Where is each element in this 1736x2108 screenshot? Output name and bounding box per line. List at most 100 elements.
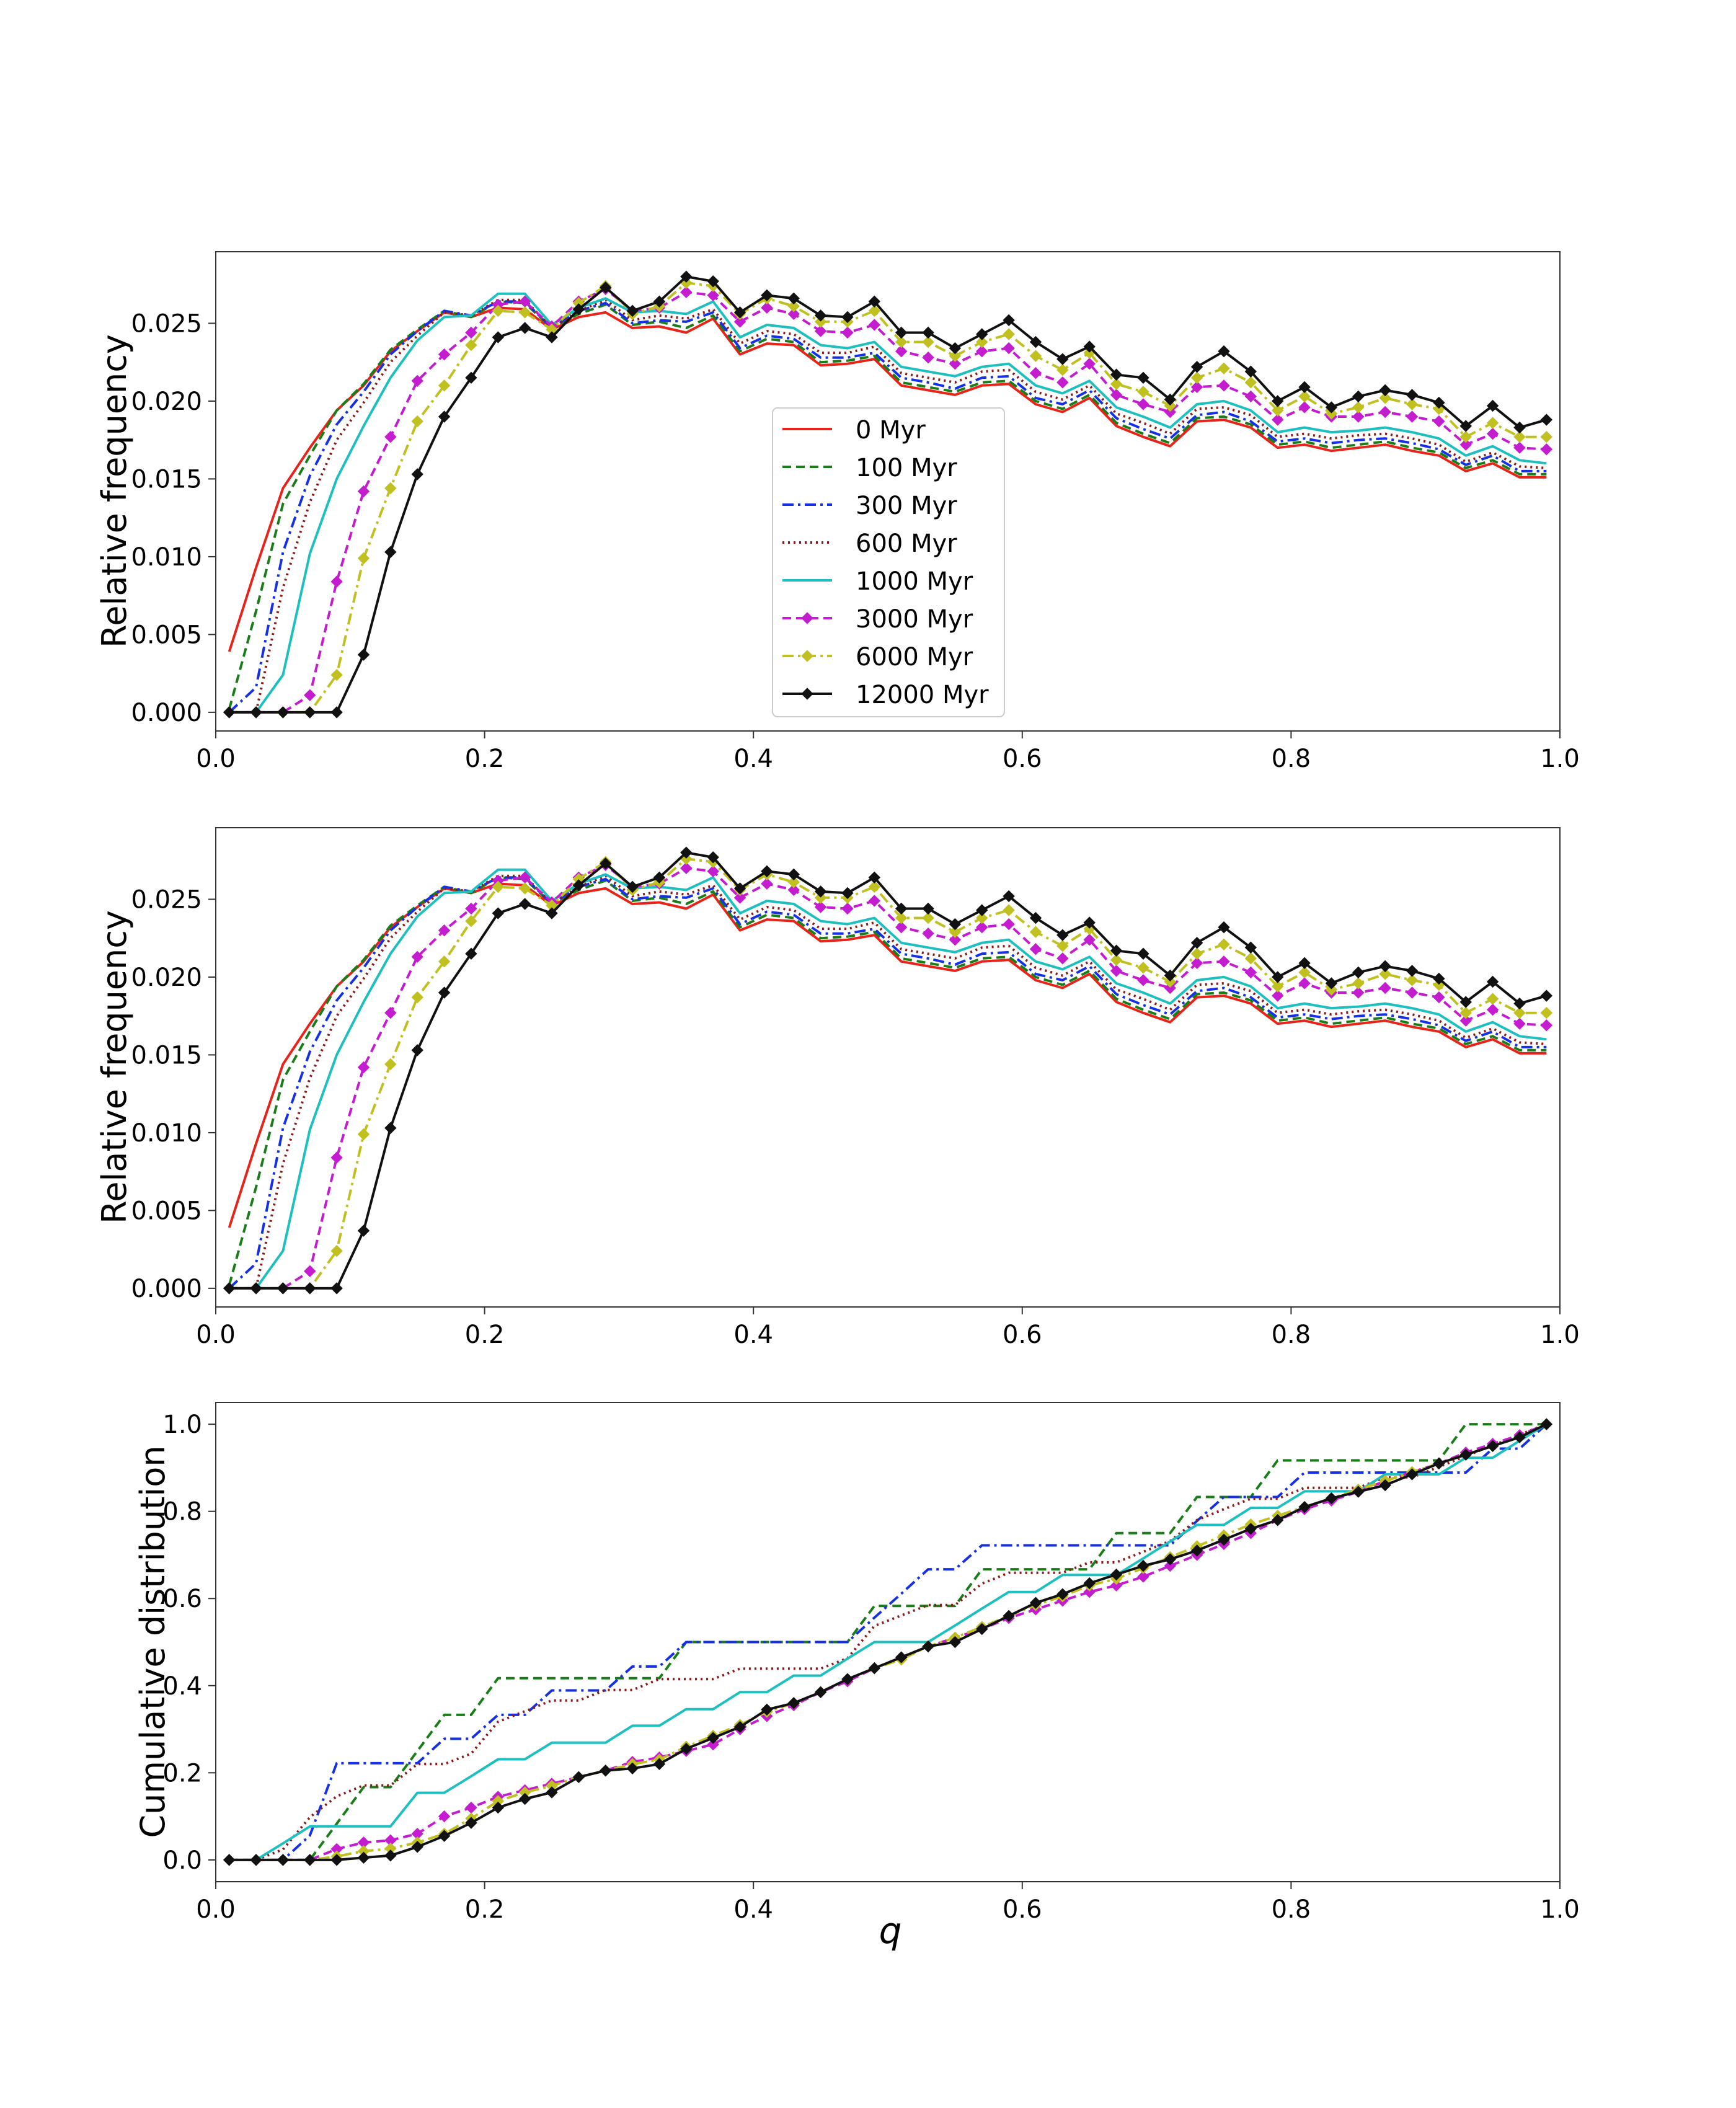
data-point xyxy=(841,887,854,900)
data-point xyxy=(1056,929,1069,941)
data-point xyxy=(465,1801,477,1814)
data-point xyxy=(1379,981,1391,994)
data-point xyxy=(1513,430,1526,443)
data-point xyxy=(1433,1457,1445,1470)
data-point xyxy=(1513,1006,1526,1019)
data-point xyxy=(1164,969,1176,982)
data-point xyxy=(787,868,800,880)
data-point xyxy=(1110,368,1123,381)
data-point xyxy=(304,706,316,719)
plot-frame xyxy=(215,251,1561,732)
data-point xyxy=(1003,328,1015,340)
data-point xyxy=(1244,365,1257,378)
series-line-1000-myr xyxy=(229,292,1547,714)
x-tick-label: 1.0 xyxy=(1540,1895,1580,1924)
data-point xyxy=(1486,399,1499,412)
legend-item: 100 Myr xyxy=(782,454,957,482)
data-point xyxy=(411,950,423,963)
data-point xyxy=(1272,1514,1284,1526)
data-point xyxy=(1325,1492,1338,1505)
y-tick-label: 0.020 xyxy=(131,388,202,416)
data-point xyxy=(814,885,827,898)
legend-item: 3000 Myr xyxy=(782,605,973,634)
series-line-6000-myr xyxy=(229,281,1547,714)
data-point xyxy=(250,706,262,719)
data-point xyxy=(976,921,988,934)
data-point xyxy=(330,668,343,681)
data-point xyxy=(1244,966,1257,979)
data-point xyxy=(438,348,451,361)
series-line-1000-myr xyxy=(229,868,1547,1290)
data-point xyxy=(277,706,290,719)
data-point xyxy=(1298,966,1311,979)
data-point xyxy=(384,1058,397,1071)
series-line-0-myr xyxy=(228,882,1547,1228)
data-point xyxy=(733,306,746,319)
data-point xyxy=(411,468,423,480)
series-line-100-myr xyxy=(229,1423,1547,1861)
legend-item: 300 Myr xyxy=(782,492,957,520)
data-point xyxy=(680,270,693,283)
legend-item: 600 Myr xyxy=(782,529,957,558)
data-point xyxy=(438,1830,451,1842)
data-point xyxy=(1513,421,1526,434)
data-point xyxy=(1190,947,1203,960)
legend-label: 300 Myr xyxy=(856,492,957,520)
data-point xyxy=(1379,405,1391,418)
data-point xyxy=(1459,996,1472,1008)
data-point xyxy=(680,846,693,859)
data-point xyxy=(304,1265,316,1277)
data-point xyxy=(1379,384,1391,397)
data-point xyxy=(976,335,988,348)
data-point xyxy=(1110,965,1123,977)
data-point xyxy=(1352,977,1365,990)
data-point xyxy=(1110,389,1123,401)
data-point xyxy=(1486,975,1499,988)
data-point xyxy=(868,1662,881,1675)
data-point xyxy=(465,947,477,960)
data-point xyxy=(384,546,397,559)
series-group xyxy=(223,846,1553,1295)
data-point xyxy=(518,306,531,319)
data-point xyxy=(733,316,746,328)
data-point xyxy=(1272,414,1284,426)
data-point xyxy=(546,1786,558,1799)
data-point xyxy=(1056,952,1069,965)
data-point xyxy=(438,955,451,968)
series-group xyxy=(223,270,1553,719)
legend-label: 12000 Myr xyxy=(856,681,989,709)
data-point xyxy=(438,1810,451,1823)
data-point xyxy=(1272,990,1284,1002)
y-tick-label: 0.015 xyxy=(131,1041,202,1070)
data-point xyxy=(1459,1014,1472,1027)
data-point xyxy=(277,1282,290,1295)
data-point xyxy=(384,1122,397,1135)
panel-bottom-cumulative-distribution: 0.0 0.2 0.4 0.6 0.8 1.0 0.0 0.2 0.4 0.6 0.8 1.0 Cum… xyxy=(133,1402,1580,1952)
data-point xyxy=(304,1282,316,1295)
axes: 0.0 0.2 0.4 0.6 0.8 1.0 0.000 0.005 0.010 0.015 0.… xyxy=(131,309,1579,773)
data-point xyxy=(1137,1570,1149,1583)
data-point xyxy=(330,1854,343,1866)
data-point xyxy=(1459,1448,1472,1461)
data-point xyxy=(304,1854,316,1866)
data-point xyxy=(330,575,343,588)
data-point xyxy=(1003,342,1015,355)
data-point xyxy=(438,410,451,423)
series-line-3000-myr xyxy=(229,864,1547,1290)
data-point xyxy=(1029,926,1042,938)
data-point xyxy=(1406,1468,1419,1481)
data-point xyxy=(868,295,881,308)
data-point xyxy=(357,1061,370,1074)
data-point xyxy=(1352,966,1365,979)
data-point xyxy=(787,300,800,312)
data-point xyxy=(1056,364,1069,376)
y-tick-label: 0.2 xyxy=(162,1759,202,1787)
axes: 0.0 0.2 0.4 0.6 0.8 1.0 0.000 0.005 0.010 0.015 0.… xyxy=(131,885,1579,1349)
data-point xyxy=(1110,378,1123,391)
x-axis-label: q xyxy=(879,1910,902,1952)
data-point xyxy=(357,1128,370,1141)
data-point xyxy=(1110,954,1123,967)
data-point xyxy=(1218,379,1230,392)
data-point xyxy=(814,316,827,328)
data-point xyxy=(465,1817,477,1829)
